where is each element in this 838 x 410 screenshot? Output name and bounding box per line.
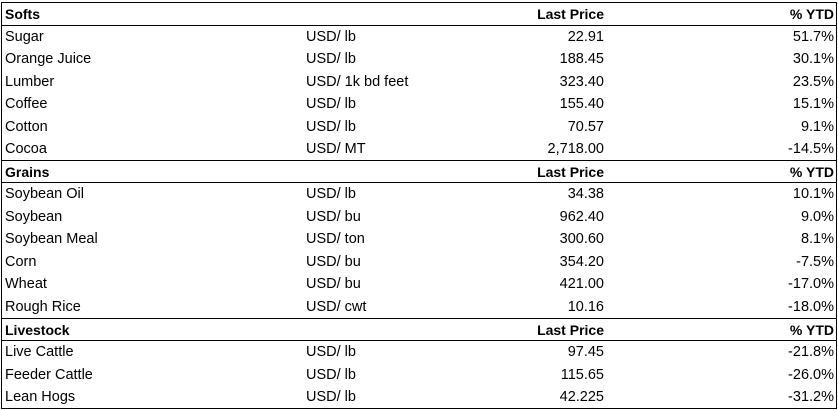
ytd-column-header: % YTD — [789, 6, 834, 22]
ytd-change: 23.5% — [792, 74, 834, 90]
last-price: 962.40 — [559, 209, 604, 225]
commodity-name: Corn — [5, 254, 37, 270]
section-title: Grains — [5, 164, 50, 180]
table-bottom-border — [1, 408, 837, 409]
last-price: 10.16 — [567, 299, 604, 315]
commodity-unit: USD/ lb — [306, 119, 356, 135]
last-price: 155.40 — [559, 96, 604, 112]
ytd-change: -31.2% — [788, 389, 834, 405]
commodity-name: Rough Rice — [5, 299, 81, 315]
commodity-name: Wheat — [5, 276, 47, 292]
commodity-name: Soybean — [5, 209, 63, 225]
commodity-name: Live Cattle — [5, 344, 74, 360]
commodity-unit: USD/ lb — [306, 367, 356, 383]
table-row: Lumber USD/ 1k bd feet 323.40 23.5% — [1, 71, 836, 93]
table-row: Live Cattle USD/ lb 97.45 -21.8% — [1, 341, 836, 363]
section-header-softs: Softs Last Price % YTD — [1, 3, 836, 25]
ytd-change: 9.0% — [800, 209, 834, 225]
commodity-unit: USD/ bu — [306, 276, 361, 292]
last-price: 2,718.00 — [547, 141, 604, 157]
last-price: 34.38 — [567, 186, 604, 202]
section-title: Softs — [5, 6, 40, 22]
ytd-change: 10.1% — [792, 186, 834, 202]
commodity-name: Orange Juice — [5, 51, 92, 67]
commodity-name: Cocoa — [5, 141, 47, 157]
table-row: Rough Rice USD/ cwt 10.16 -18.0% — [1, 296, 836, 318]
table-right-border — [836, 2, 837, 409]
table-row: Sugar USD/ lb 22.91 51.7% — [1, 26, 836, 48]
last-price: 115.65 — [560, 367, 604, 383]
ytd-change: -26.0% — [788, 367, 834, 383]
ytd-change: 51.7% — [792, 29, 834, 45]
table-row: Soybean Meal USD/ ton 300.60 8.1% — [1, 228, 836, 250]
ytd-change: -18.0% — [788, 299, 834, 315]
last-price: 300.60 — [559, 231, 604, 247]
commodity-name: Soybean Oil — [5, 186, 84, 202]
ytd-column-header: % YTD — [789, 322, 834, 338]
commodity-unit: USD/ lb — [306, 186, 356, 202]
ytd-column-header: % YTD — [789, 164, 834, 180]
commodity-unit: USD/ lb — [306, 51, 356, 67]
table-row: Feeder Cattle USD/ lb 115.65 -26.0% — [1, 364, 836, 386]
ytd-change: 30.1% — [792, 51, 834, 67]
table-row: Corn USD/ bu 354.20 -7.5% — [1, 251, 836, 273]
last-price: 188.45 — [559, 51, 604, 67]
header-underline — [1, 182, 837, 183]
commodity-unit: USD/ lb — [306, 96, 356, 112]
last-price: 22.91 — [567, 29, 604, 45]
price-column-header: Last Price — [537, 322, 604, 338]
ytd-change: -17.0% — [788, 276, 834, 292]
section-divider — [1, 160, 837, 161]
commodity-name: Soybean Meal — [5, 231, 98, 247]
commodity-unit: USD/ cwt — [306, 299, 367, 315]
table-left-border — [1, 2, 2, 409]
header-underline — [1, 25, 837, 26]
header-underline — [1, 340, 837, 341]
section-top-border — [1, 2, 837, 3]
table-row: Wheat USD/ bu 421.00 -17.0% — [1, 273, 836, 295]
commodity-name: Coffee — [5, 96, 48, 112]
section-divider — [1, 318, 837, 319]
commodity-name: Lumber — [5, 74, 55, 90]
last-price: 70.57 — [567, 119, 604, 135]
commodity-name: Lean Hogs — [5, 389, 76, 405]
ytd-change: -14.5% — [788, 141, 834, 157]
table-row: Lean Hogs USD/ lb 42.225 -31.2% — [1, 386, 836, 408]
last-price: 323.40 — [559, 74, 604, 90]
ytd-change: -7.5% — [796, 254, 834, 270]
commodity-unit: USD/ lb — [306, 344, 356, 360]
table-row: Soybean Oil USD/ lb 34.38 10.1% — [1, 183, 836, 205]
price-column-header: Last Price — [537, 164, 604, 180]
table-row: Orange Juice USD/ lb 188.45 30.1% — [1, 48, 836, 70]
commodity-unit: USD/ bu — [306, 254, 361, 270]
commodity-name: Cotton — [5, 119, 48, 135]
table-row: Cocoa USD/ MT 2,718.00 -14.5% — [1, 138, 836, 160]
commodity-unit: USD/ ton — [306, 231, 365, 247]
last-price: 97.45 — [567, 344, 604, 360]
commodity-name: Feeder Cattle — [5, 367, 93, 383]
commodity-unit: USD/ 1k bd feet — [306, 74, 409, 90]
section-header-livestock: Livestock Last Price % YTD — [1, 319, 836, 341]
section-title: Livestock — [5, 322, 70, 338]
section-header-grains: Grains Last Price % YTD — [1, 161, 836, 183]
last-price: 42.225 — [559, 389, 604, 405]
table-row: Cotton USD/ lb 70.57 9.1% — [1, 116, 836, 138]
commodity-unit: USD/ lb — [306, 29, 356, 45]
commodity-unit: USD/ MT — [306, 141, 366, 157]
last-price: 354.20 — [559, 254, 604, 270]
price-column-header: Last Price — [537, 6, 604, 22]
commodity-unit: USD/ lb — [306, 389, 356, 405]
ytd-change: -21.8% — [788, 344, 834, 360]
ytd-change: 9.1% — [800, 119, 834, 135]
commodity-unit: USD/ bu — [306, 209, 361, 225]
ytd-change: 8.1% — [800, 231, 834, 247]
last-price: 421.00 — [559, 276, 604, 292]
ytd-change: 15.1% — [792, 96, 834, 112]
table-row: Coffee USD/ lb 155.40 15.1% — [1, 93, 836, 115]
table-row: Soybean USD/ bu 962.40 9.0% — [1, 206, 836, 228]
commodity-name: Sugar — [5, 29, 44, 45]
